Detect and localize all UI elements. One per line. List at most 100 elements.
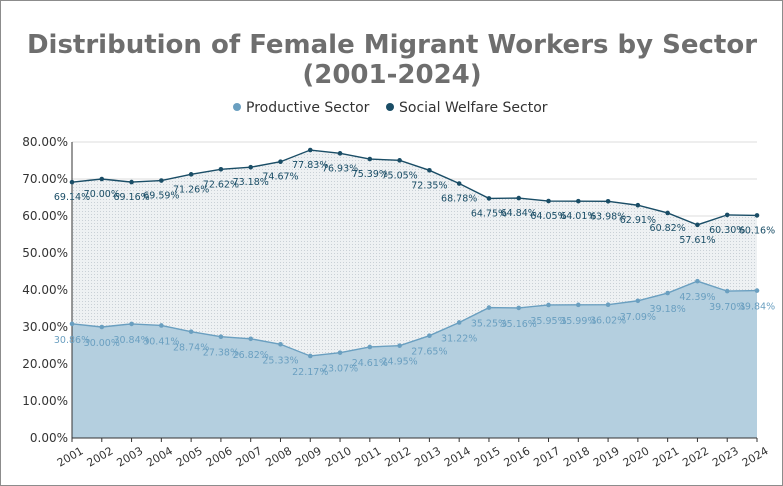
data-label-social-welfare: 64.84%	[501, 208, 537, 219]
legend-marker-social-welfare	[386, 103, 394, 111]
point-productive	[99, 324, 105, 330]
data-label-social-welfare: 60.82%	[650, 223, 686, 234]
point-productive	[635, 298, 641, 304]
point-social-welfare	[248, 164, 253, 170]
data-label-social-welfare: 77.83%	[292, 160, 328, 171]
plot-area: 0.00% 10.00% 20.00% 30.00% 40.00% 50.00% 60.00…	[22, 135, 775, 470]
data-label-social-welfare: 64.01%	[560, 211, 596, 222]
x-tick-label: 2013	[412, 444, 443, 469]
data-label-social-welfare: 76.93%	[322, 163, 358, 174]
data-label-social-welfare: 75.05%	[381, 170, 417, 181]
point-social-welfare	[337, 151, 343, 156]
data-label-social-welfare: 64.05%	[530, 211, 566, 222]
x-tick-label: 2012	[382, 444, 413, 469]
data-label-social-welfare: 68.78%	[441, 194, 477, 205]
point-productive	[665, 290, 670, 296]
x-tick-label: 2011	[353, 444, 384, 469]
point-social-welfare	[695, 222, 700, 228]
data-label-productive: 39.18%	[650, 304, 686, 315]
x-tick-label: 2006	[204, 444, 235, 469]
line-productive	[71, 280, 758, 357]
data-label-productive: 35.95%	[530, 316, 566, 327]
point-social-welfare	[427, 168, 432, 173]
point-productive	[397, 343, 402, 348]
legend-marker-productive	[233, 103, 241, 111]
data-label-productive: 30.00%	[84, 338, 120, 349]
data-label-productive: 23.07%	[322, 364, 358, 375]
x-tick-label: 2003	[114, 444, 145, 469]
y-tick-label: 0.00%	[30, 431, 68, 445]
point-social-welfare	[99, 176, 105, 182]
data-label-productive: 22.17%	[292, 367, 328, 378]
x-tick-label: 2022	[680, 444, 711, 469]
x-tick-label: 2005	[174, 444, 205, 469]
point-social-welfare	[159, 178, 164, 183]
y-tick-label: 20.00%	[22, 357, 68, 371]
point-social-welfare	[397, 158, 402, 163]
data-label-productive: 37.09%	[620, 312, 656, 323]
x-tick-label: 2010	[323, 444, 354, 469]
point-social-welfare	[724, 212, 730, 218]
point-social-welfare	[218, 167, 224, 172]
x-tick-label: 2008	[263, 444, 294, 469]
data-label-social-welfare: 74.67%	[262, 172, 298, 183]
data-label-productive: 27.38%	[203, 348, 239, 359]
data-label-productive: 30.41%	[143, 336, 179, 347]
point-productive	[248, 336, 253, 342]
chart-title-line-1: Distribution of Female Migrant Workers b…	[27, 30, 757, 60]
data-label-social-welfare: 57.61%	[679, 235, 715, 246]
y-tick-label: 30.00%	[22, 320, 68, 334]
point-social-welfare	[754, 213, 760, 218]
y-tick-label: 70.00%	[22, 172, 68, 186]
data-label-productive: 36.02%	[590, 316, 626, 327]
y-tick-label: 40.00%	[22, 283, 68, 297]
x-tick-label: 2001	[55, 444, 86, 469]
data-label-productive: 24.61%	[352, 358, 388, 369]
data-label-social-welfare: 72.62%	[203, 179, 239, 190]
point-productive	[278, 341, 283, 347]
point-productive	[337, 350, 343, 355]
x-tick-label: 2004	[144, 444, 175, 469]
x-tick-label: 2023	[710, 444, 741, 469]
point-social-welfare	[516, 195, 522, 201]
data-label-social-welfare: 60.30%	[709, 225, 745, 236]
point-productive	[754, 288, 760, 293]
point-social-welfare	[546, 198, 551, 204]
legend-label-social-welfare: Social Welfare Sector	[399, 100, 548, 116]
x-tick-label: 2018	[561, 444, 592, 469]
data-label-social-welfare: 60.16%	[739, 225, 775, 236]
data-label-social-welfare: 73.18%	[233, 177, 269, 188]
point-productive	[69, 321, 75, 327]
legend: Productive Sector Social Welfare Sector	[233, 100, 548, 116]
point-productive	[159, 323, 164, 328]
line-social-welfare	[71, 149, 758, 226]
x-tick-label: 2002	[85, 444, 116, 469]
y-tick-label: 80.00%	[22, 135, 68, 149]
point-productive	[546, 302, 551, 308]
data-label-social-welfare: 71.26%	[173, 184, 209, 195]
data-label-productive: 35.16%	[501, 319, 537, 330]
x-tick-label: 2017	[531, 444, 562, 469]
data-label-productive: 31.22%	[441, 333, 477, 344]
point-social-welfare	[665, 210, 670, 216]
point-productive	[307, 353, 313, 359]
legend-label-productive: Productive Sector	[246, 100, 370, 116]
chart-title-line-2: (2001-2024)	[302, 60, 481, 90]
data-label-productive: 39.84%	[739, 302, 775, 313]
data-label-productive: 25.33%	[262, 355, 298, 366]
point-productive	[218, 334, 224, 339]
x-tick-label: 2021	[651, 444, 682, 469]
data-label-social-welfare: 70.00%	[84, 189, 120, 200]
x-tick-label: 2016	[502, 444, 533, 469]
point-social-welfare	[69, 179, 75, 185]
data-label-social-welfare: 62.91%	[620, 215, 656, 226]
point-productive	[129, 321, 134, 327]
x-tick-label: 2019	[591, 444, 622, 469]
point-productive	[486, 305, 492, 310]
y-tick-label: 50.00%	[22, 246, 68, 260]
data-label-productive: 39.70%	[709, 302, 745, 313]
x-tick-label: 2020	[621, 444, 652, 469]
point-social-welfare	[486, 196, 492, 201]
